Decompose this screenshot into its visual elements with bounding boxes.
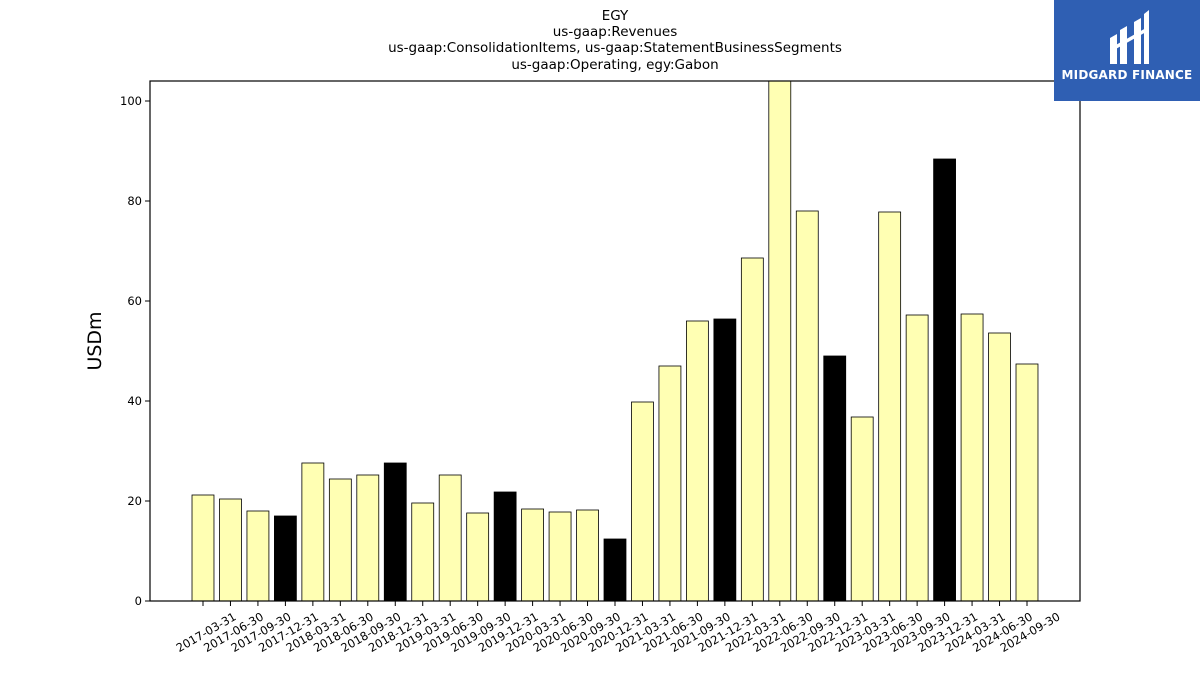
bar-2017-12-31 — [274, 515, 297, 602]
x-axis-ticks: 2017-03-312017-06-302017-09-302017-12-31… — [174, 601, 1063, 655]
bar-2020-09-30 — [576, 509, 599, 602]
bar-2018-03-31 — [301, 462, 325, 602]
bar-2020-06-30 — [548, 511, 572, 602]
bar-2018-09-30 — [356, 474, 380, 602]
logo-text: MIDGARD FINANCE — [1061, 68, 1193, 82]
bar-2017-09-30 — [246, 510, 270, 602]
chart-title: EGY us-gaap:Revenues us-gaap:Consolidati… — [388, 8, 842, 73]
y-tick-label: 0 — [135, 594, 142, 608]
bar-2023-06-30 — [878, 211, 902, 602]
y-tick-label: 20 — [127, 494, 142, 508]
bar-2019-03-31 — [411, 502, 435, 602]
title-line-3: us-gaap:ConsolidationItems, us-gaap:Stat… — [388, 40, 842, 56]
bar-2021-12-31 — [713, 318, 737, 602]
bar-2023-12-31 — [933, 158, 956, 602]
bar-2021-09-30 — [686, 320, 709, 602]
bar-2017-03-31 — [191, 494, 215, 602]
title-line-1: EGY — [602, 8, 629, 24]
y-axis-ticks: 0 20 40 60 80 100 — [120, 94, 150, 608]
bar-2022-09-30 — [795, 210, 819, 602]
bar-2017-06-30 — [219, 498, 242, 602]
bars — [191, 80, 1039, 602]
bar-2019-06-30 — [438, 474, 462, 602]
bar-2023-09-30 — [905, 314, 929, 602]
bar-2020-12-31 — [603, 538, 627, 602]
logo-mark-icon — [1110, 10, 1149, 64]
bar-2022-06-30 — [768, 80, 792, 602]
bar-2018-12-31 — [383, 462, 407, 602]
bar-2020-03-31 — [521, 508, 544, 602]
bar-2021-03-31 — [631, 401, 654, 602]
bar-2024-03-31 — [960, 313, 984, 602]
bar-2024-06-30 — [988, 332, 1011, 602]
bar-2022-12-31 — [823, 355, 847, 602]
company-logo: MIDGARD FINANCE — [1054, 0, 1200, 101]
bar-2024-09-30 — [1015, 363, 1039, 602]
y-tick-label: 40 — [127, 394, 142, 408]
y-tick-label: 100 — [120, 94, 142, 108]
bar-2021-06-30 — [658, 365, 682, 602]
bar-2023-03-31 — [850, 416, 874, 602]
y-tick-label: 80 — [127, 194, 142, 208]
bar-2019-09-30 — [466, 512, 490, 602]
bar-2018-06-30 — [328, 478, 352, 602]
y-tick-label: 60 — [127, 294, 142, 308]
title-line-4: us-gaap:Operating, egy:Gabon — [511, 57, 718, 73]
bar-2019-12-31 — [493, 491, 517, 602]
y-axis-label: USDm — [84, 311, 106, 370]
bar-2022-03-31 — [740, 257, 764, 602]
plot-frame — [149, 80, 1081, 602]
title-line-2: us-gaap:Revenues — [553, 24, 678, 40]
